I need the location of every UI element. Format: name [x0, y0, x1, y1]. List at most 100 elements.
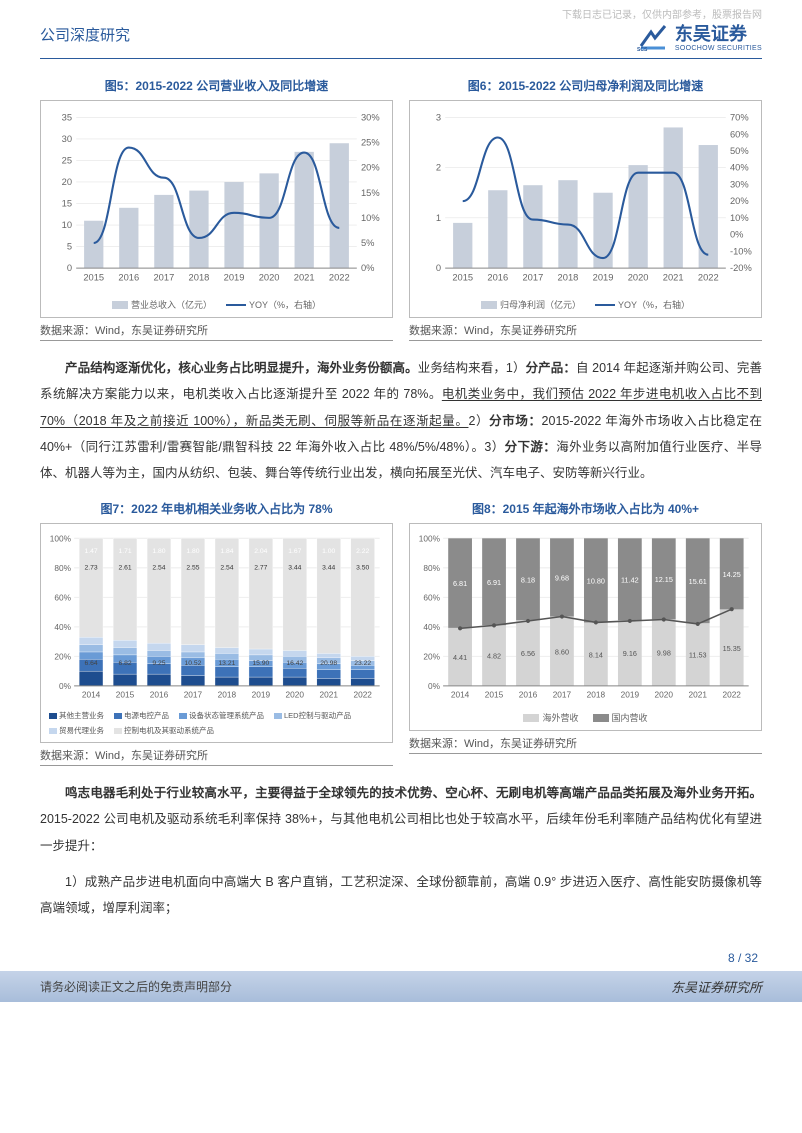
- svg-text:15.35: 15.35: [723, 644, 741, 653]
- svg-text:2.55: 2.55: [186, 565, 199, 572]
- svg-text:2015: 2015: [485, 690, 504, 700]
- svg-text:2020: 2020: [628, 273, 649, 283]
- svg-text:30: 30: [62, 134, 72, 144]
- logo-text-cn: 东吴证券: [675, 25, 762, 43]
- legend-item: 贸易代理业务: [49, 725, 104, 736]
- svg-text:2020: 2020: [286, 690, 305, 700]
- svg-text:80%: 80%: [423, 563, 440, 573]
- para1-b3: 分下游：: [505, 440, 557, 454]
- header-title: 公司深度研究: [40, 24, 130, 45]
- legend-swatch: [274, 713, 282, 719]
- svg-text:2019: 2019: [593, 273, 614, 283]
- svg-text:60%: 60%: [730, 129, 749, 139]
- legend-item: 电源电控产品: [114, 710, 169, 721]
- svg-text:2022: 2022: [698, 273, 719, 283]
- legend-swatch: [481, 301, 497, 309]
- svg-text:1.47: 1.47: [85, 548, 98, 555]
- svg-text:2015: 2015: [116, 690, 135, 700]
- svg-text:2.61: 2.61: [118, 565, 131, 572]
- svg-text:6.82: 6.82: [118, 660, 131, 667]
- svg-text:40%: 40%: [423, 622, 440, 632]
- svg-text:35: 35: [62, 113, 72, 123]
- svg-text:5%: 5%: [361, 238, 375, 248]
- svg-text:15.61: 15.61: [689, 577, 707, 586]
- svg-text:2.22: 2.22: [356, 548, 369, 555]
- svg-text:0%: 0%: [730, 230, 744, 240]
- svg-text:9.25: 9.25: [152, 660, 165, 667]
- chart8-panel: 图8：2015 年起海外市场收入占比为 40%+ 0%20%40%60%80%1…: [409, 500, 762, 766]
- svg-text:2018: 2018: [558, 273, 579, 283]
- svg-text:2019: 2019: [252, 690, 271, 700]
- svg-text:12.15: 12.15: [655, 575, 673, 584]
- svg-text:2021: 2021: [689, 690, 708, 700]
- footer-bar: 请务必阅读正文之后的免责声明部分 东吴证券研究所: [0, 971, 802, 1002]
- svg-text:2017: 2017: [553, 690, 572, 700]
- svg-text:SCS: SCS: [637, 47, 648, 52]
- svg-text:2020: 2020: [655, 690, 674, 700]
- chart7-title: 图7：2022 年电机相关业务收入占比为 78%: [40, 500, 393, 517]
- svg-text:100%: 100%: [50, 534, 72, 544]
- svg-text:9.68: 9.68: [555, 574, 569, 583]
- legend-item: LED控制与驱动产品: [274, 710, 351, 721]
- chart6-title: 图6：2015-2022 公司归母净利润及同比增速: [409, 77, 762, 94]
- legend-swatch: [593, 714, 609, 722]
- svg-text:10%: 10%: [361, 213, 380, 223]
- chart6-source: 数据来源：Wind，东吴证券研究所: [409, 322, 762, 341]
- svg-text:60%: 60%: [423, 593, 440, 603]
- legend-swatch: [179, 713, 187, 719]
- svg-text:20%: 20%: [423, 652, 440, 662]
- legend-label: 归母净利润（亿元）: [500, 298, 581, 311]
- legend-item: 归母净利润（亿元）: [481, 298, 581, 311]
- legend-swatch: [112, 301, 128, 309]
- legend-swatch: [49, 728, 57, 734]
- legend-swatch: [49, 713, 57, 719]
- list-item-1: 1）成熟产品步进电机面向中高端大 B 客户直销，工艺积淀深、全球份额靠前，高端 …: [40, 869, 762, 922]
- paragraph-1: 产品结构逐渐优化，核心业务占比明显提升，海外业务份额高。业务结构来看，1）分产品…: [40, 355, 762, 486]
- chart7-source: 数据来源：Wind，东吴证券研究所: [40, 747, 393, 766]
- svg-text:80%: 80%: [54, 563, 71, 573]
- svg-text:1.80: 1.80: [186, 548, 199, 555]
- chart8-svg: 0%20%40%60%80%100%6.814.4120146.914.8220…: [414, 530, 757, 707]
- page-number: 8 / 32: [40, 951, 762, 965]
- svg-text:1.00: 1.00: [322, 548, 335, 555]
- legend-label: 营业总收入（亿元）: [131, 298, 212, 311]
- svg-text:8.60: 8.60: [555, 648, 569, 657]
- para1-lead: 产品结构逐渐优化，核心业务占比明显提升，海外业务份额高。: [65, 361, 418, 375]
- svg-text:2021: 2021: [320, 690, 339, 700]
- legend-swatch: [523, 714, 539, 722]
- charts-row-2: 图7：2022 年电机相关业务收入占比为 78% 0% 20% 40% 60% 80% 1…: [40, 500, 762, 766]
- legend-label: 贸易代理业务: [59, 725, 104, 736]
- svg-text:11.42: 11.42: [621, 576, 639, 585]
- legend-label: 国内营收: [612, 711, 648, 724]
- legend-label: 设备状态管理系统产品: [189, 710, 264, 721]
- legend-item: 其他主营业务: [49, 710, 104, 721]
- legend-item: 设备状态管理系统产品: [179, 710, 264, 721]
- svg-text:2021: 2021: [294, 273, 315, 283]
- legend-label: LED控制与驱动产品: [284, 710, 351, 721]
- legend-label: YOY（%，右轴）: [249, 298, 321, 311]
- svg-text:2.77: 2.77: [254, 565, 267, 572]
- svg-text:10: 10: [62, 220, 72, 230]
- svg-text:50%: 50%: [730, 146, 749, 156]
- svg-text:3.44: 3.44: [288, 565, 301, 572]
- svg-text:2016: 2016: [519, 690, 538, 700]
- svg-text:0%: 0%: [428, 681, 441, 691]
- legend-swatch: [226, 304, 246, 306]
- svg-text:16.42: 16.42: [286, 660, 303, 667]
- svg-text:6.64: 6.64: [85, 660, 98, 667]
- legend-item: 海外营收: [523, 711, 578, 724]
- svg-text:2.54: 2.54: [220, 565, 233, 572]
- page-header: 公司深度研究 SCS 东吴证券 SOOCHOW SECURITIES: [40, 24, 762, 59]
- watermark: 下载日志已记录，仅供内部参考，股票报告网: [562, 6, 762, 21]
- svg-text:70%: 70%: [730, 113, 749, 123]
- svg-text:2014: 2014: [451, 690, 470, 700]
- chart6-svg: 0123-20%-10%0%10%20%30%40%50%60%70%20152…: [414, 107, 757, 294]
- para2-rest: 2015-2022 公司电机及驱动系统毛利率保持 38%+，与其他电机公司相比也…: [40, 812, 762, 852]
- svg-text:15%: 15%: [361, 188, 380, 198]
- svg-text:15.90: 15.90: [252, 660, 269, 667]
- svg-text:-20%: -20%: [730, 263, 752, 273]
- svg-text:2015: 2015: [83, 273, 104, 283]
- svg-text:1.84: 1.84: [220, 548, 233, 555]
- svg-text:14.25: 14.25: [723, 570, 741, 579]
- svg-text:11.53: 11.53: [689, 651, 707, 660]
